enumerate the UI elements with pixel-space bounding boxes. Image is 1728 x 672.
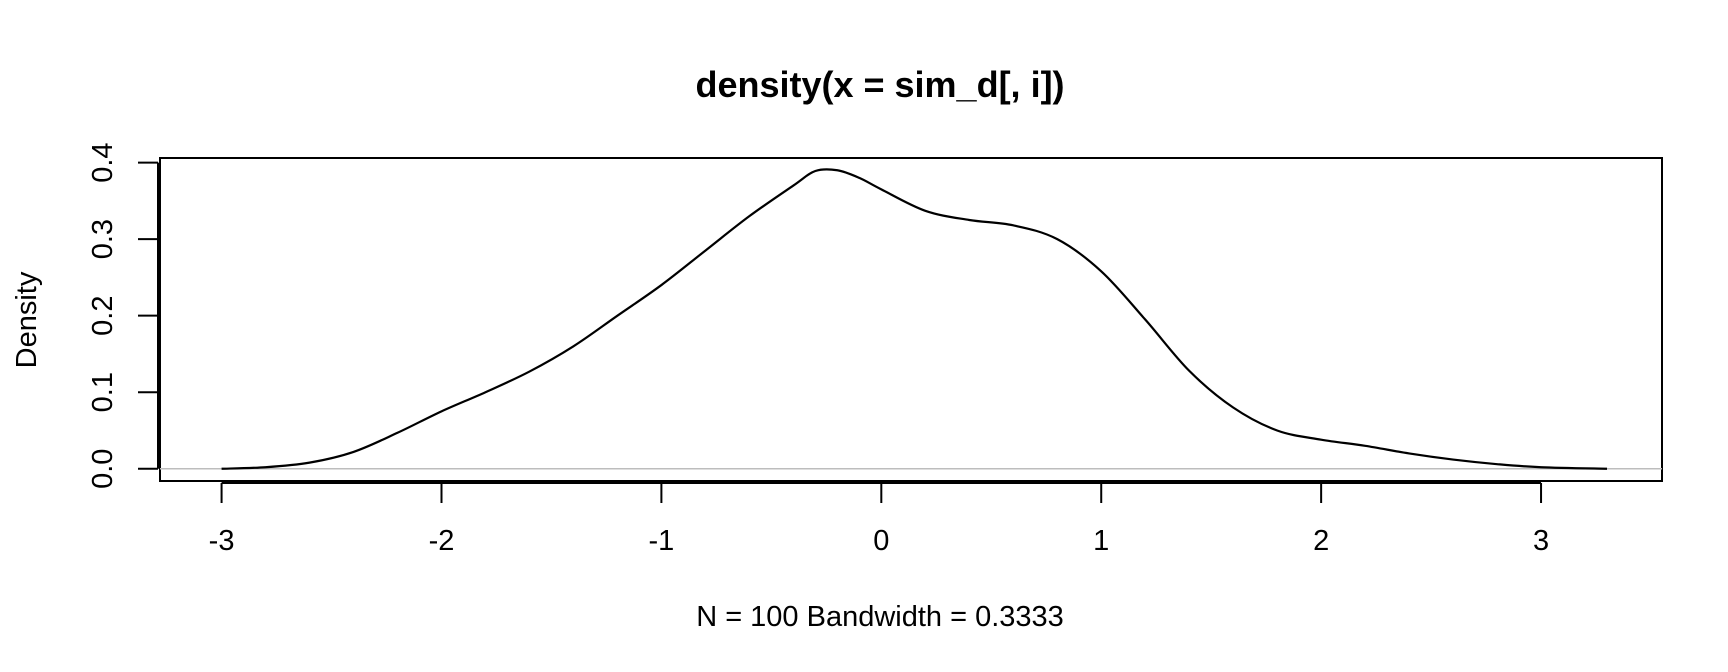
x-tick-label: 1 <box>1093 525 1109 557</box>
x-tick-label: 3 <box>1533 525 1549 557</box>
plot-frame <box>159 157 1663 482</box>
x-axis-label: N = 100 Bandwidth = 0.3333 <box>696 601 1064 633</box>
x-tick-label: -2 <box>429 525 455 557</box>
x-tick-label: 0 <box>873 525 889 557</box>
y-tick-label: 0.3 <box>87 219 119 259</box>
density-curve <box>221 168 1608 470</box>
x-tick-label: -3 <box>209 525 235 557</box>
x-tick-label: 2 <box>1313 525 1329 557</box>
x-tick-label: -1 <box>649 525 675 557</box>
y-axis: 0.0 0.1 0.2 0.3 0.4 <box>87 142 159 489</box>
y-tick-label: 0.0 <box>87 449 119 489</box>
y-tick-label: 0.2 <box>87 296 119 336</box>
y-tick-label: 0.1 <box>87 372 119 412</box>
y-axis-label: Density <box>11 271 43 368</box>
chart-title: density(x = sim_d[, i]) <box>695 64 1064 105</box>
y-tick-label: 0.4 <box>87 142 119 182</box>
x-axis: -3 -2 -1 0 1 2 3 <box>209 482 1549 557</box>
